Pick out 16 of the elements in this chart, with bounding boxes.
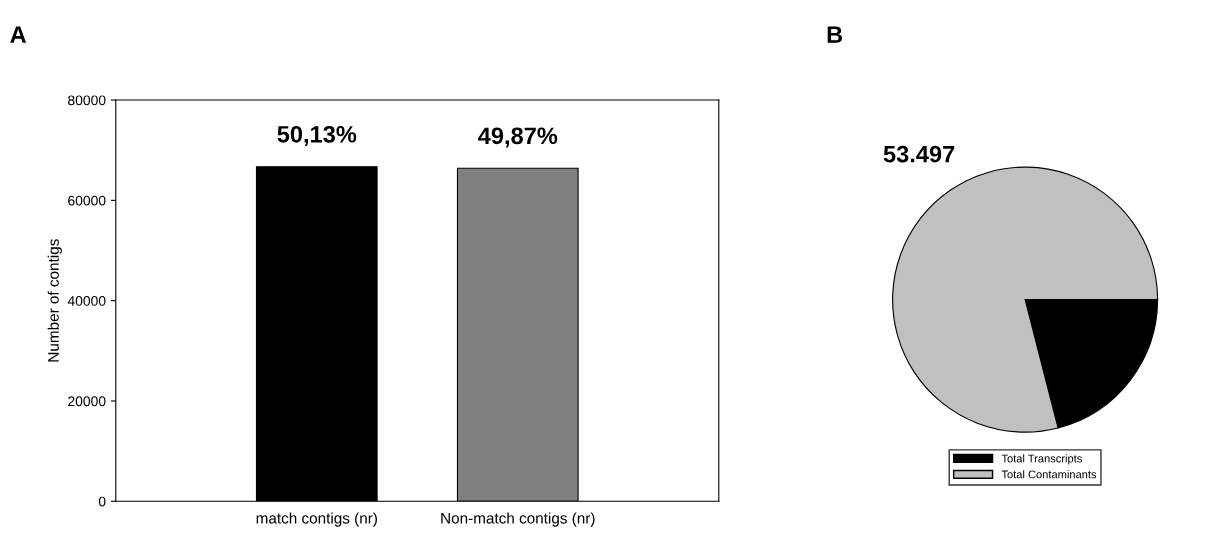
x-tick-label: Non-match contigs (nr) — [441, 512, 595, 527]
y-tick-label: 40000 — [67, 296, 106, 306]
x-tick-label: match contigs (nr) — [256, 512, 377, 527]
text: 53.497 — [883, 145, 955, 163]
y-tick-label: 20000 — [68, 396, 106, 407]
chart-title: A — [10, 26, 27, 43]
legend-label: Total Transcripts — [1001, 454, 1082, 465]
y-tick-label: 60000 — [68, 195, 106, 206]
pie-slice — [892, 166, 1159, 433]
legend-label: Total Contaminants — [1001, 470, 1097, 479]
y-tick-label: 80000 — [68, 95, 106, 106]
y-tick-label: 0 — [98, 496, 106, 507]
chart-title: B — [827, 26, 843, 43]
annotation: 50,13% — [277, 125, 357, 147]
y-axis-title: Number of contigs — [47, 239, 62, 362]
annotation: 49,87% — [478, 127, 558, 148]
